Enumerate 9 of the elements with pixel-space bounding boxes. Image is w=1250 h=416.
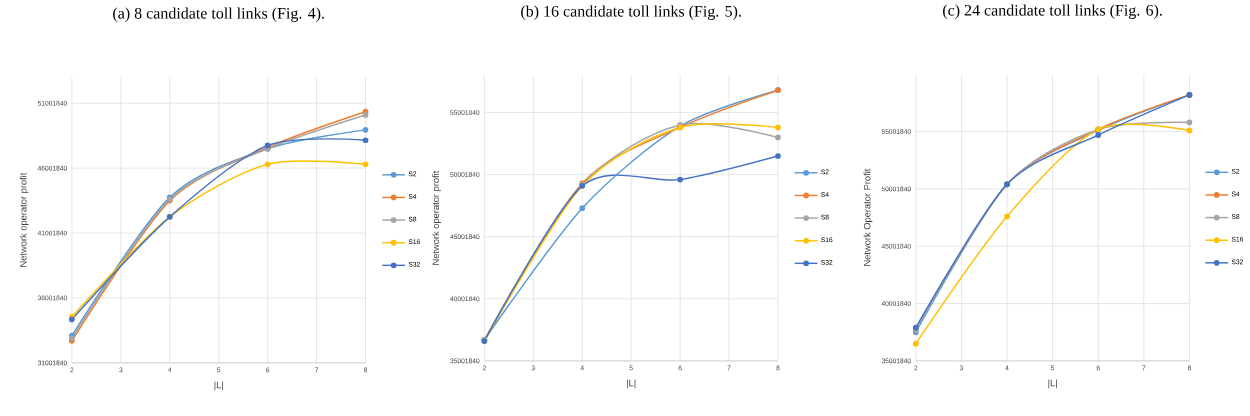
chart-title: (b) 16 candidate toll links (Fig. 5). — [521, 5, 741, 21]
x-axis-title: |L| — [214, 381, 223, 391]
chart-title: (c) 24 candidate toll links (Fig. 6). — [943, 4, 1162, 20]
x-axis-title: |L| — [1048, 379, 1057, 389]
y-axis-title: Network operator profit — [432, 170, 441, 265]
y-axis-title: Network Operator Profit — [863, 168, 873, 266]
x-axis-title: |L| — [626, 379, 636, 389]
chart-title: (a) 8 candidate toll links (Fig. 4). — [113, 7, 324, 23]
y-axis-title: Network operator profit — [19, 172, 29, 267]
